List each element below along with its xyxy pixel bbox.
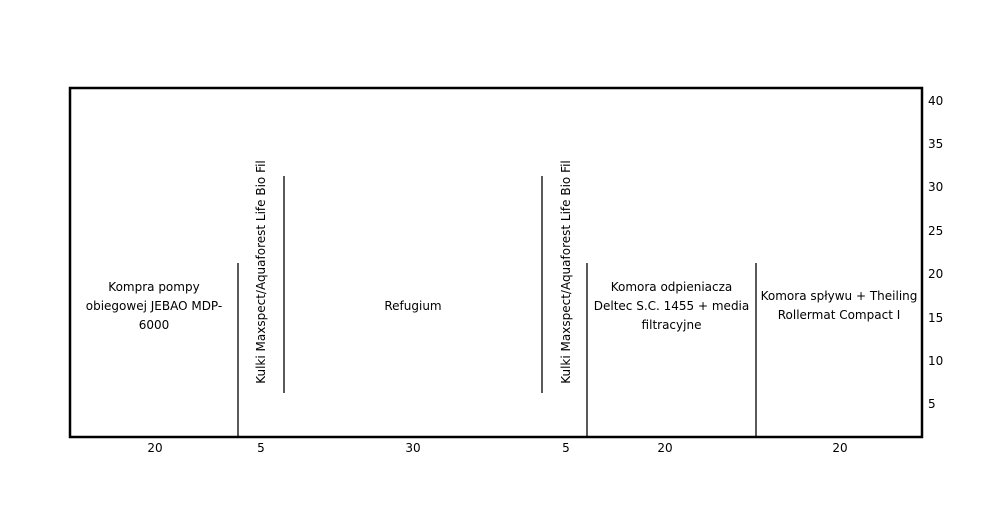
section-label: Komora odpieniacza Deltec S.C. 1455 + me… [593, 279, 750, 332]
section-width: 30 [405, 441, 421, 455]
height-label: 10 [928, 354, 944, 368]
section-width: 20 [657, 441, 673, 455]
section-label: Refugium [384, 298, 442, 313]
baffle-label: Kulki Maxspect/Aquaforest Life Bio Fil [254, 160, 268, 384]
section-width: 20 [147, 441, 163, 455]
height-label: 25 [928, 224, 944, 238]
sump-outline [68, 86, 924, 439]
section-width: 20 [832, 441, 848, 455]
section-width: 5 [562, 441, 570, 455]
section-width: 5 [257, 441, 265, 455]
height-label: 30 [928, 180, 944, 194]
section-label: Komora spływu + Theiling Rollermat Compa… [760, 289, 918, 322]
height-label: 35 [928, 137, 944, 151]
height-label: 40 [928, 94, 944, 108]
height-label: 20 [928, 267, 944, 281]
section-label: Kompra pompy obiegowej JEBAO MDP-6000 [85, 279, 223, 332]
height-label: 15 [928, 311, 944, 325]
height-label: 5 [928, 397, 936, 411]
baffle-label: Kulki Maxspect/Aquaforest Life Bio Fil [559, 160, 573, 384]
